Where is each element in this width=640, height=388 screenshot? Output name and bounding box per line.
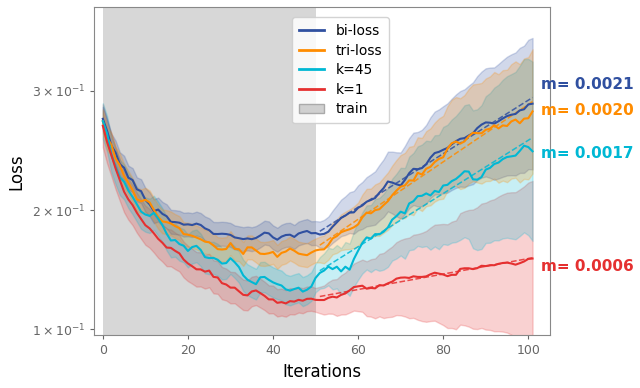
Legend: bi-loss, tri-loss, k=45, k=1, train: bi-loss, tri-loss, k=45, k=1, train bbox=[292, 17, 389, 123]
Text: m= 0.0006: m= 0.0006 bbox=[541, 259, 634, 274]
Text: m= 0.0021: m= 0.0021 bbox=[541, 77, 634, 92]
X-axis label: Iterations: Iterations bbox=[282, 363, 362, 381]
Bar bbox=[103, 7, 316, 336]
Text: m= 0.0020: m= 0.0020 bbox=[541, 103, 634, 118]
Text: m= 0.0017: m= 0.0017 bbox=[541, 146, 634, 161]
Y-axis label: Loss: Loss bbox=[7, 153, 25, 189]
